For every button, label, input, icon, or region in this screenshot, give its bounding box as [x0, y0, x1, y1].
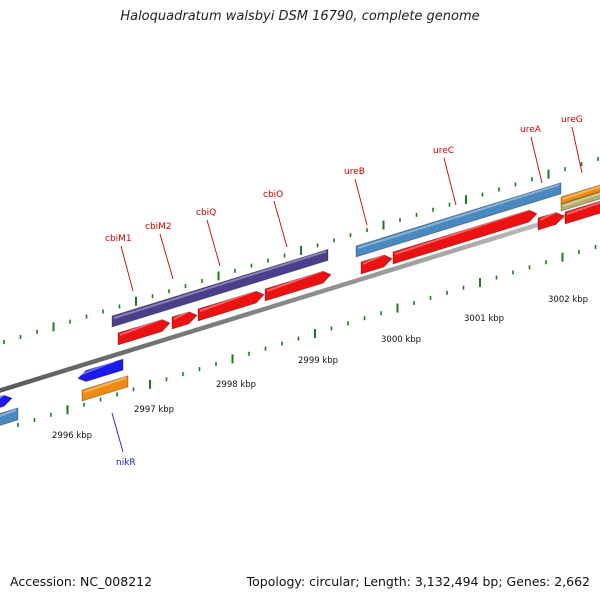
gene-label: nikR [116, 458, 136, 468]
cds-ureB [360, 254, 393, 275]
cds-cbiQ-shine [199, 289, 257, 312]
cds-cbiO-shine [266, 269, 324, 292]
feature-orange [560, 184, 600, 205]
scale-label: 3002 kbp [548, 295, 588, 305]
gene-label: cbiO [263, 190, 283, 200]
cds-ureG-shine [566, 201, 600, 215]
gene-label: ureC [433, 146, 454, 156]
leader-line [120, 245, 134, 292]
feature-orange-shine [562, 185, 600, 200]
cds-ureG [564, 200, 600, 225]
leader-line [206, 219, 221, 267]
cds-cbiQ [197, 290, 265, 322]
cds-blue-edge-shine [0, 393, 5, 400]
feature-steel-edge-shine [0, 408, 17, 417]
gene-label: ureA [520, 125, 542, 135]
feature-cbi-operon-shine [113, 250, 327, 319]
cds-cbiM2 [171, 311, 198, 330]
gene-label: cbiM1 [105, 234, 132, 244]
label-leader-lines [111, 126, 583, 453]
leader-line [111, 412, 124, 453]
cds-ureC-shine [394, 208, 530, 255]
scale-label: 3000 kbp [381, 335, 421, 345]
feature-khaki-shine [562, 192, 600, 207]
gene-label: cbiM2 [145, 222, 172, 232]
cds-ureA-shine [539, 211, 557, 221]
feature-ure-operon [355, 182, 562, 258]
cds-blue-edge [0, 394, 13, 408]
cds-cbiM2-shine [173, 310, 190, 320]
leader-line [571, 126, 583, 174]
scale-label: 2999 kbp [298, 356, 338, 366]
cds-ureA [537, 212, 565, 231]
feature-orange-left [81, 375, 129, 402]
feature-steel-edge [0, 407, 19, 426]
leader-line [354, 178, 368, 226]
leader-line [159, 233, 174, 280]
cds-nikR-shine [79, 360, 116, 376]
cds-cbiO [264, 270, 332, 302]
cds-cbiM1 [117, 319, 171, 346]
genome-backbone [0, 203, 600, 393]
scale-label: 2996 kbp [52, 431, 92, 441]
gene-label: ureB [344, 167, 365, 177]
scale-label: 2998 kbp [216, 380, 256, 390]
feature-orange-left-shine [83, 376, 127, 393]
scale-ticks [3, 156, 599, 427]
accession-text: Accession: NC_008212 [10, 574, 153, 589]
cds-nikR [77, 358, 124, 382]
leader-line [273, 200, 288, 248]
cds-cbiM1-shine [119, 318, 163, 336]
scale-label: 3001 kbp [464, 314, 504, 324]
gene-label: cbiQ [196, 208, 216, 218]
feature-khaki [560, 191, 600, 212]
feature-cbi-operon [111, 248, 329, 328]
gene-label: ureG [561, 115, 583, 125]
scale-label: 2997 kbp [134, 405, 174, 415]
feature-tracks [0, 182, 600, 426]
cds-ureB-shine [362, 253, 385, 265]
leader-line [443, 157, 457, 206]
leader-line [530, 136, 543, 184]
cds-ureC [392, 209, 538, 265]
feature-ure-operon-shine [357, 183, 560, 249]
genome-summary-text: Topology: circular; Length: 3,132,494 bp… [246, 574, 590, 589]
map-title: Haloquadratum walsbyi DSM 16790, complet… [120, 9, 480, 24]
